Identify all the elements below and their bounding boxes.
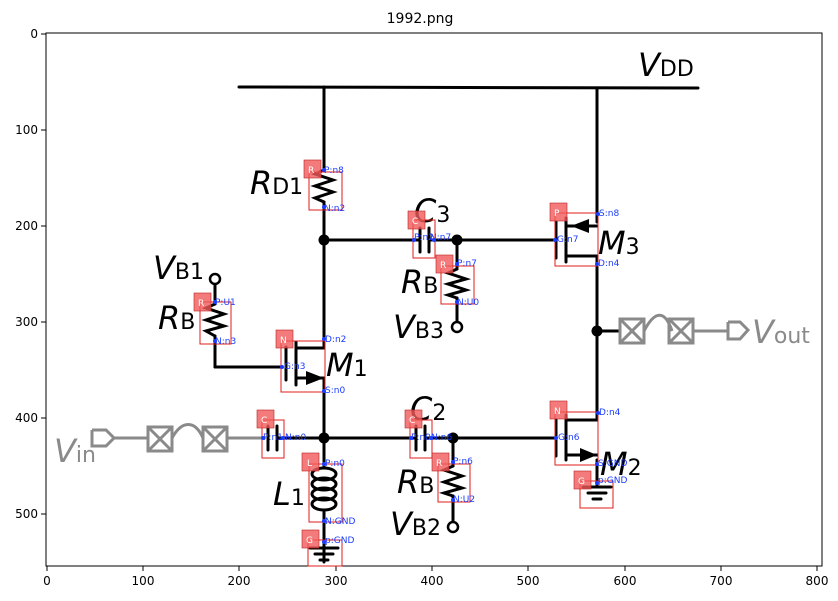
svg-text:P:n2: P:n2 — [414, 233, 434, 243]
resistor-rb-bottom-symbol — [438, 460, 468, 498]
x-axis-ticks: 0 100 200 300 400 500 600 700 800 — [43, 566, 828, 588]
svg-text:G: G — [306, 536, 313, 546]
svg-text:P:n1: P:n1 — [263, 433, 283, 443]
svg-text:C: C — [409, 416, 415, 426]
annotation-rd1: R P:n8 N:n2 — [303, 159, 345, 214]
inductor-l1-symbol — [310, 466, 338, 512]
junction-dots — [318, 234, 603, 444]
x-tick-label: 400 — [421, 574, 444, 588]
component-labels: VDD RD1 C3 M3 VB1 RB RB VB3 M1 Vout C2 V… — [54, 46, 810, 543]
svg-text:P:n0: P:n0 — [325, 459, 345, 469]
m2-label: M2 — [600, 445, 642, 483]
x-tick-label: 100 — [132, 574, 155, 588]
svg-text:R: R — [198, 299, 204, 309]
vout-port-symbol — [618, 313, 751, 345]
y-tick-label: 200 — [15, 219, 38, 233]
figure-title: 1992.png — [387, 11, 454, 27]
svg-text:C: C — [261, 416, 267, 426]
svg-text:S:n0: S:n0 — [325, 386, 345, 396]
vout-label: Vout — [752, 313, 810, 351]
svg-text:p:GND: p:GND — [325, 536, 354, 546]
svg-text:p:GND: p:GND — [598, 476, 627, 486]
rb-top-label: RB — [401, 263, 438, 301]
annotation-ground-right: G p:GND — [573, 470, 627, 509]
vin-port-symbol — [90, 423, 264, 453]
svg-text:G:n7: G:n7 — [557, 235, 578, 245]
annotation-c3: C P:n2 N:n7 — [407, 210, 451, 259]
svg-text:G:n3: G:n3 — [284, 362, 305, 372]
annotation-rb-left: R P:U1 N:n3 — [193, 292, 236, 347]
annotation-rb-top: R P:n7 N:U0 — [435, 254, 479, 308]
svg-text:R: R — [308, 166, 314, 176]
svg-text:N:n3: N:n3 — [215, 337, 236, 347]
vb1-label: VB1 — [153, 249, 204, 287]
m3-label: M3 — [598, 224, 640, 262]
transistor-m1-symbol — [284, 333, 326, 387]
y-tick-label: 100 — [15, 123, 38, 137]
svg-text:D:n2: D:n2 — [325, 335, 346, 345]
l1-label: L1 — [273, 475, 305, 513]
y-tick-label: 0 — [30, 27, 38, 41]
rb-left-label: RB — [158, 299, 195, 337]
annotation-m1: N D:n2 G:n3 S:n0 — [275, 329, 346, 396]
svg-text:N: N — [280, 336, 287, 346]
x-tick-label: 200 — [228, 574, 251, 588]
y-tick-label: 300 — [15, 315, 38, 329]
svg-text:N:n6: N:n6 — [431, 433, 452, 443]
annotation-l1: L P:n0 N:GND — [301, 452, 355, 527]
terminals — [208, 272, 464, 534]
svg-text:D:n4: D:n4 — [598, 259, 620, 269]
svg-text:P:n6: P:n6 — [453, 457, 473, 467]
vdd-label: VDD — [638, 46, 694, 84]
rb-bottom-label: RB — [397, 463, 434, 501]
svg-text:N:n0: N:n0 — [285, 433, 306, 443]
svg-text:R: R — [440, 261, 446, 271]
svg-text:N: N — [554, 407, 561, 417]
svg-text:G:n6: G:n6 — [558, 433, 580, 443]
svg-text:L: L — [307, 459, 312, 469]
y-tick-label: 500 — [15, 507, 38, 521]
x-tick-label: 300 — [325, 574, 348, 588]
vb3-label: VB3 — [393, 308, 444, 346]
svg-text:P:U1: P:U1 — [215, 298, 236, 308]
svg-text:P:n0: P:n0 — [411, 433, 431, 443]
annotation-m2: N D:n4 G:n6 S:GND — [549, 400, 627, 469]
resistor-rb-top-symbol — [442, 263, 472, 300]
annotation-c1: C P:n1 N:n0 — [256, 409, 306, 459]
svg-text:G: G — [578, 477, 585, 487]
svg-text:N:U0: N:U0 — [457, 298, 479, 308]
y-axis-ticks: 0 100 200 300 400 500 — [15, 27, 46, 521]
x-tick-label: 700 — [710, 574, 733, 588]
svg-text:S:n8: S:n8 — [599, 209, 619, 219]
x-tick-label: 0 — [43, 574, 51, 588]
svg-text:C: C — [412, 217, 418, 227]
svg-text:S:GND: S:GND — [598, 459, 627, 469]
svg-text:P:n8: P:n8 — [324, 166, 344, 176]
svg-text:P: P — [554, 209, 560, 219]
x-tick-label: 600 — [614, 574, 637, 588]
annotation-m3: P S:n8 G:n7 D:n4 — [549, 202, 620, 269]
vb2-label: VB2 — [390, 505, 441, 543]
annotation-c2: C P:n0 N:n6 — [404, 409, 452, 459]
svg-text:P:n7: P:n7 — [457, 259, 477, 269]
wires — [213, 85, 700, 564]
x-tick-label: 800 — [806, 574, 829, 588]
vin-label: Vin — [54, 432, 96, 470]
annotation-ground-left: G p:GND — [301, 529, 354, 567]
svg-text:N:GND: N:GND — [325, 517, 355, 527]
svg-text:R: R — [436, 459, 442, 469]
rd1-label: RD1 — [250, 164, 303, 202]
y-tick-label: 400 — [15, 411, 38, 425]
axes-frame — [45, 32, 823, 567]
resistor-rb-left-symbol — [201, 298, 230, 338]
svg-text:D:n4: D:n4 — [599, 408, 621, 418]
svg-text:N:n7: N:n7 — [430, 233, 451, 243]
m1-label: M1 — [326, 346, 368, 384]
svg-text:N:n2: N:n2 — [324, 204, 345, 214]
x-tick-label: 500 — [517, 574, 540, 588]
annotation-rb-bottom: R P:n6 N:U2 — [431, 452, 475, 505]
svg-text:N:U2: N:U2 — [453, 495, 475, 505]
